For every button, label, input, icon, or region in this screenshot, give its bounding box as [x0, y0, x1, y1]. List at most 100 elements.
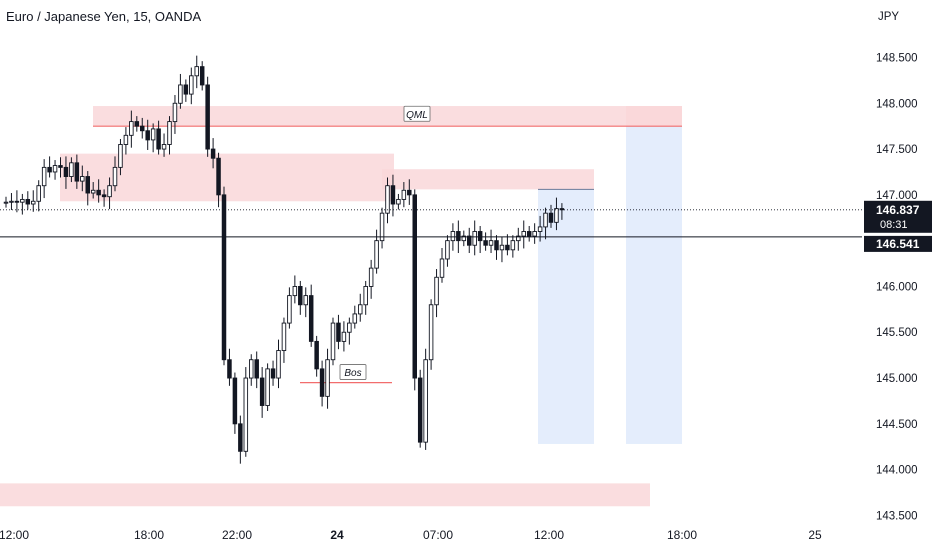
candle-up: [325, 359, 330, 397]
candle-up: [379, 212, 385, 242]
candle-down: [101, 194, 107, 198]
candle-up: [36, 185, 41, 202]
candle-down: [314, 340, 319, 370]
candle-down: [412, 194, 418, 379]
candle-down: [270, 368, 276, 379]
candle-down: [417, 377, 423, 443]
candle-down: [145, 130, 150, 141]
y-tick-label: 146.000: [876, 281, 918, 293]
y-tick-label: 143.500: [876, 510, 918, 522]
candle-up: [352, 313, 358, 324]
candle-up: [532, 231, 537, 237]
candle-up: [358, 304, 363, 315]
annotation-box: [403, 105, 431, 122]
candle-down: [25, 198, 31, 205]
candle-up: [20, 198, 25, 203]
x-tick-label: 07:00: [423, 528, 453, 542]
candle-down: [85, 176, 90, 194]
candle-up: [516, 235, 521, 242]
candle-up: [537, 226, 543, 232]
time-axis[interactable]: 12:00 18:00 22:00 24 07:00 12:00 18:00 25: [0, 528, 822, 542]
x-tick-label: 12:00: [0, 528, 29, 542]
candle-down: [407, 189, 412, 196]
candle-up: [276, 350, 281, 379]
x-tick-label: 24: [330, 528, 344, 542]
candle-down: [58, 165, 63, 168]
candle-down: [210, 148, 216, 159]
candle-up: [167, 121, 172, 145]
candle-up: [281, 322, 287, 352]
candle-up: [347, 322, 352, 333]
candle-up: [189, 75, 194, 95]
candle-down: [319, 368, 325, 397]
candle-up: [445, 240, 450, 260]
candle-up: [543, 212, 548, 228]
annotation-bos: Bos: [344, 368, 361, 379]
candle-up: [439, 258, 445, 278]
candle-down: [14, 200, 20, 203]
candle-down: [298, 285, 303, 306]
x-tick-label: 12:00: [534, 528, 564, 542]
candle-up: [80, 176, 85, 182]
candle-up: [178, 84, 183, 104]
candle-down: [221, 194, 227, 361]
x-tick-label: 25: [808, 528, 822, 542]
annotation-qml: QML: [406, 110, 428, 121]
candle-up: [488, 240, 494, 246]
candle-down: [494, 240, 499, 251]
candle-up: [428, 304, 434, 361]
last-price-value: 146.837: [876, 203, 920, 217]
price-axis[interactable]: JPY148.500148.000147.500147.000146.50014…: [864, 11, 932, 522]
candle-down: [205, 84, 210, 150]
x-tick-label: 22:00: [222, 528, 252, 542]
zone-red-2: [382, 169, 538, 190]
candle-up: [368, 267, 374, 287]
candle-up: [423, 359, 428, 443]
chart-title: Euro / Japanese Yen, 15, OANDA: [6, 9, 202, 24]
candle-down: [254, 359, 259, 379]
candle-up: [461, 235, 467, 242]
candle-up: [161, 144, 167, 150]
candle-down: [96, 189, 101, 196]
level-layer: [93, 125, 682, 384]
candle-up: [69, 162, 74, 177]
candle-down: [199, 66, 205, 86]
candle-down: [227, 359, 232, 379]
candle-up: [107, 185, 112, 198]
zone-red-3: [538, 169, 594, 190]
candle-up: [118, 144, 123, 168]
candle-up: [243, 377, 249, 452]
y-tick-label: 147.000: [876, 190, 918, 202]
candle-up: [52, 165, 58, 173]
candle-down: [238, 423, 243, 452]
candle-down: [308, 295, 314, 342]
last-price-tag: [864, 200, 932, 233]
candle-up: [434, 276, 439, 306]
candle-up: [248, 359, 254, 379]
candle-down: [216, 157, 221, 196]
candle-down: [47, 166, 52, 173]
zone-blue-6: [538, 189, 594, 444]
candle-down: [259, 377, 265, 406]
y-tick-label: 145.500: [876, 327, 918, 339]
candle-up: [31, 200, 36, 205]
candle-down: [483, 240, 488, 246]
x-tick-label: 18:00: [667, 528, 697, 542]
candle-down: [548, 212, 554, 223]
candle-down: [390, 185, 396, 205]
candle-down: [63, 166, 69, 177]
countdown-value: 08:31: [880, 219, 908, 231]
candle-down: [74, 162, 80, 182]
candle-down: [232, 377, 238, 425]
candle-down: [477, 231, 483, 242]
currency-label: JPY: [878, 11, 899, 23]
zone-red-4: [626, 106, 682, 127]
zone-blue-7: [626, 126, 682, 444]
candle-up: [363, 285, 368, 306]
zone-red-0: [93, 106, 682, 127]
candle-up: [401, 189, 407, 200]
candle-up: [450, 231, 456, 242]
candle-up: [194, 66, 199, 77]
candle-up: [521, 231, 527, 237]
